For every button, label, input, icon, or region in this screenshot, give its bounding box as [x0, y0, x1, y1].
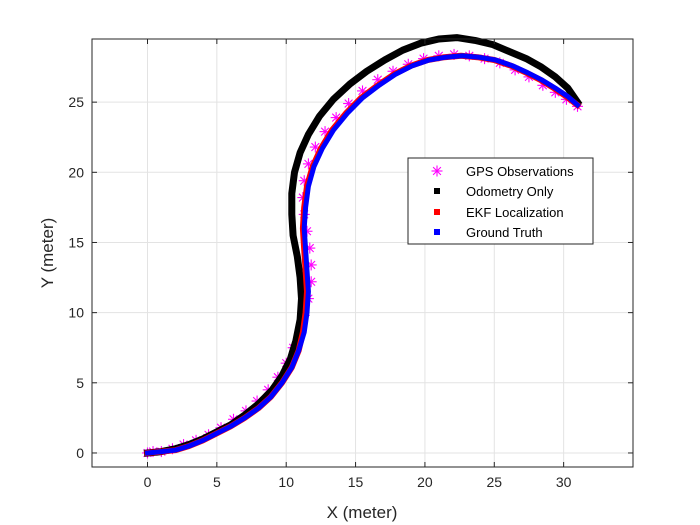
x-tick-label: 30 [556, 474, 572, 490]
legend-marker-odometry [434, 188, 440, 194]
legend-asterisk [431, 165, 443, 177]
y-tick-label: 0 [76, 445, 84, 461]
axis-ticks: 0 5 10 15 20 25 30 0 5 10 15 20 25 [68, 39, 633, 490]
legend-item-odometry: Odometry Only [434, 184, 554, 199]
plot-border [91, 38, 634, 468]
y-tick-label: 10 [68, 305, 84, 321]
legend: GPS Observations Odometry Only EKF Local… [407, 157, 594, 245]
y-tick-label: 20 [68, 164, 84, 180]
legend-label-gps: GPS Observations [466, 164, 574, 179]
y-tick-label: 5 [76, 375, 84, 391]
legend-square [434, 209, 440, 215]
series-layer [141, 34, 584, 459]
legend-label-ground-truth: Ground Truth [466, 225, 543, 240]
y-tick-label: 15 [68, 234, 84, 250]
x-tick-label: 15 [348, 474, 364, 490]
legend-marker-ground-truth [434, 229, 440, 235]
plot-area [92, 39, 633, 467]
legend-item-ekf: EKF Localization [434, 205, 564, 220]
x-tick-label: 25 [486, 474, 502, 490]
legend-label-odometry: Odometry Only [466, 184, 554, 199]
series-line-ground-truth [144, 53, 582, 456]
legend-square [434, 188, 440, 194]
legend-label-ekf: EKF Localization [466, 205, 564, 220]
legend-marker-gps [431, 165, 443, 177]
x-tick-label: 5 [213, 474, 221, 490]
x-axis-label: X (meter) [327, 503, 398, 522]
series-ground-truth [144, 53, 582, 456]
legend-marker-ekf [434, 209, 440, 215]
y-axis-label: Y (meter) [38, 218, 57, 289]
x-tick-label: 0 [144, 474, 152, 490]
legend-item-ground-truth: Ground Truth [434, 225, 543, 240]
y-tick-label: 25 [68, 94, 84, 110]
legend-square [434, 229, 440, 235]
x-tick-label: 20 [417, 474, 433, 490]
x-tick-label: 10 [278, 474, 294, 490]
legend-item-gps: GPS Observations [431, 164, 574, 179]
